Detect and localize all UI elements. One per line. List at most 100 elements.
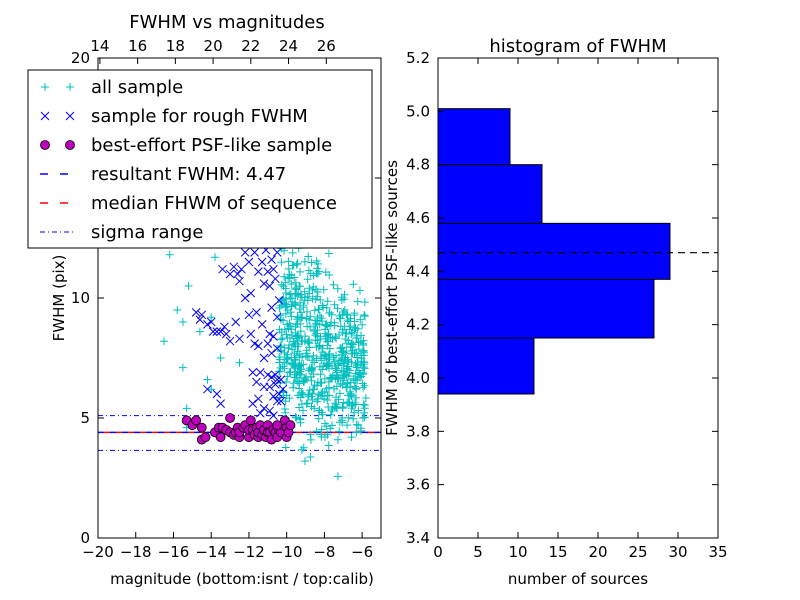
all-sample-point [338, 403, 347, 412]
all-sample-point [307, 363, 316, 372]
all-sample-point [284, 257, 293, 266]
psf-sample-point [215, 432, 226, 443]
scatter-top-tick-label: 26 [317, 37, 336, 55]
all-sample-point [349, 280, 358, 289]
all-sample-point [310, 381, 319, 390]
histogram-y-tick-label: 3.4 [406, 529, 430, 547]
all-sample-point [281, 397, 290, 406]
psf-sample-point [200, 432, 211, 443]
all-sample-point [284, 324, 293, 333]
rough-sample-point [272, 248, 282, 257]
rough-sample-point [263, 370, 273, 380]
all-sample-point [281, 309, 290, 318]
rough-sample-point [231, 317, 241, 327]
all-sample-point [292, 332, 301, 341]
histogram-x-axis-label: number of sources [508, 570, 648, 588]
all-sample-point [358, 320, 367, 329]
rough-sample-point [274, 389, 284, 399]
all-sample-point [299, 406, 308, 415]
all-sample-point [317, 425, 326, 434]
all-sample-point [350, 323, 359, 332]
legend-marker-psf-sample [65, 140, 75, 150]
all-sample-point [276, 311, 285, 320]
all-sample-point [296, 414, 305, 423]
all-sample-point [342, 365, 351, 374]
all-sample-point [207, 385, 216, 394]
rough-sample-point [272, 396, 282, 406]
all-sample-point [347, 339, 356, 348]
all-sample-point [280, 405, 289, 413]
all-sample-point [281, 278, 290, 287]
all-sample-point [330, 318, 339, 327]
all-sample-point [333, 375, 342, 384]
rough-sample-point [255, 368, 265, 377]
all-sample-point [291, 342, 300, 351]
all-sample-point [314, 259, 323, 268]
all-sample-point [285, 368, 294, 377]
rough-sample-point [206, 317, 216, 327]
histogram-x-tick-label: 20 [588, 543, 607, 561]
scatter-top-tick-label: 24 [279, 37, 298, 55]
all-sample-point [280, 272, 289, 281]
all-sample-point [293, 347, 302, 356]
all-sample-point [340, 305, 349, 314]
histogram-y-tick-label: 5.2 [406, 49, 430, 67]
rough-sample-point [233, 269, 242, 279]
all-sample-point [286, 294, 295, 303]
all-sample-point [289, 383, 298, 392]
all-sample-point [352, 331, 361, 340]
all-sample-point [354, 406, 363, 415]
all-sample-point [360, 310, 369, 319]
all-sample-point [308, 294, 317, 303]
scatter-x-tick-label: −20 [82, 543, 114, 561]
histogram-plot-frame [437, 57, 719, 539]
all-sample-point [347, 433, 356, 442]
all-sample-point [178, 318, 187, 326]
all-sample-point [277, 346, 286, 355]
rough-sample-point [191, 308, 201, 317]
all-sample-point [331, 399, 340, 408]
all-sample-point [319, 285, 328, 294]
all-sample-point [291, 278, 300, 287]
all-sample-point [332, 393, 341, 402]
all-sample-point [329, 280, 338, 289]
all-sample-point [347, 329, 356, 338]
scatter-top-tick-label: 18 [166, 37, 185, 55]
rough-sample-point [218, 264, 227, 274]
scatter-x-tick-label: −12 [233, 543, 265, 561]
all-sample-point [312, 354, 321, 363]
rough-sample-point [252, 308, 261, 317]
all-sample-point [306, 269, 315, 278]
histogram-y-tick-label: 4.2 [406, 316, 430, 334]
all-sample-point [360, 408, 369, 417]
all-sample-point [335, 427, 344, 436]
all-sample-point [285, 319, 294, 328]
scatter-top-tick-label: 16 [128, 37, 147, 55]
all-sample-point [347, 392, 356, 401]
all-sample-point [286, 367, 295, 376]
all-sample-point [357, 426, 366, 435]
rough-sample-point [269, 332, 278, 341]
all-sample-point [313, 287, 322, 296]
psf-sample-point [272, 420, 283, 431]
rough-sample-point [203, 320, 212, 329]
all-sample-point [287, 301, 296, 310]
all-sample-point [321, 268, 330, 277]
all-sample-point [348, 401, 357, 410]
all-sample-point [323, 430, 332, 439]
histogram-y-tick-label: 3.8 [406, 422, 430, 440]
legend-label-all-sample: all sample [91, 77, 183, 98]
all-sample-point [357, 351, 366, 360]
histogram-x-tick-label: 0 [433, 543, 443, 561]
all-sample-point [336, 314, 345, 323]
all-sample-point [306, 430, 315, 439]
scatter-x-tick-label: −8 [313, 543, 335, 561]
rough-sample-point [216, 399, 225, 408]
histogram-title: histogram of FWHM [489, 36, 666, 57]
rough-sample-point [278, 384, 288, 394]
all-sample-point [304, 252, 313, 261]
all-sample-point [331, 364, 340, 373]
all-sample-point [356, 315, 365, 324]
all-sample-point [305, 343, 314, 352]
histogram-y-tick-label: 5.0 [406, 102, 430, 120]
